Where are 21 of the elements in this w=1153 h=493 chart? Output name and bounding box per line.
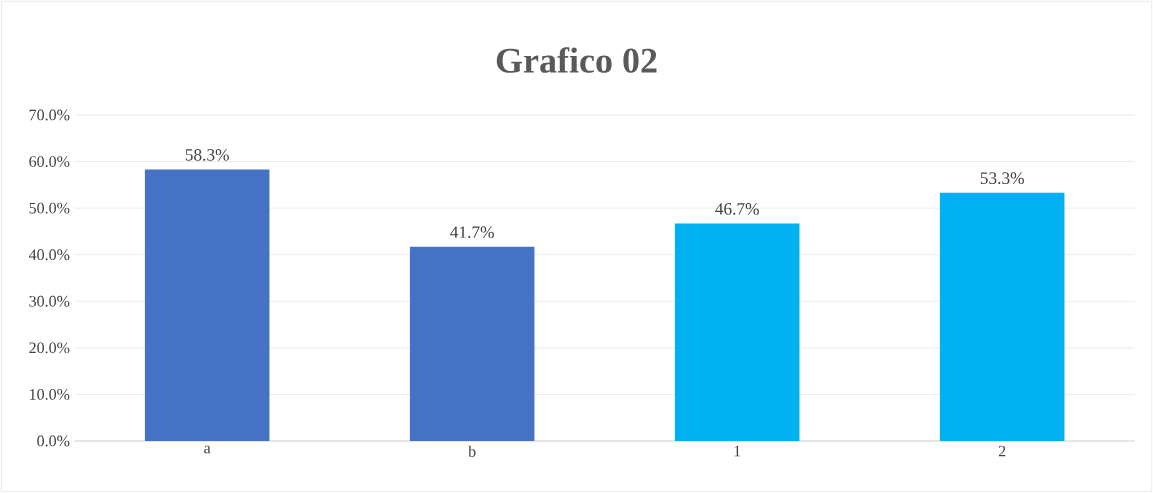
bar (144, 169, 270, 441)
bar (409, 246, 535, 441)
x-tick-label: 2 (998, 445, 1006, 457)
x-tick-label: a (204, 445, 211, 454)
y-tick-label: 10.0% (30, 388, 70, 400)
data-label: 46.7% (715, 203, 759, 215)
y-tick-label: 30.0% (29, 295, 70, 307)
y-tick-label: 50.0% (29, 202, 70, 214)
bar (939, 192, 1065, 441)
y-tick-label: 40.0% (28, 249, 70, 261)
y-tick-label: 0.0% (37, 435, 70, 447)
y-tick-label: 20.0% (29, 342, 70, 354)
y-tick-label: 60.0% (29, 156, 70, 168)
chart-title: Grafico 02 (496, 47, 657, 73)
x-tick-label: 1 (734, 445, 741, 457)
data-label: 41.7% (450, 226, 494, 239)
data-label: 58.3% (185, 149, 229, 161)
data-label: 53.3% (980, 172, 1024, 185)
bar (674, 223, 800, 441)
x-tick-label: b (468, 445, 476, 457)
y-tick-label: 70.0% (29, 109, 70, 121)
